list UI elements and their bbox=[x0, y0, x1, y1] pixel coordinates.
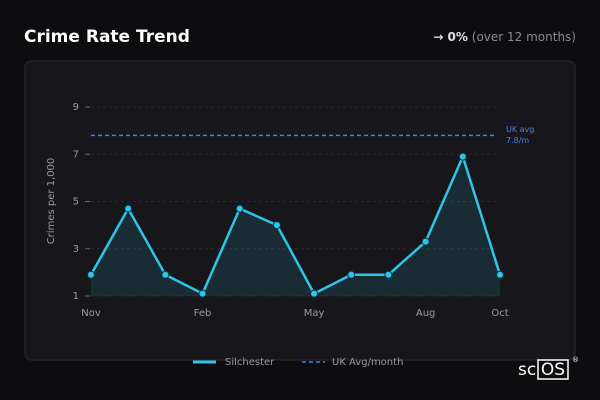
logo-box bbox=[537, 359, 569, 380]
plot: 1 3 5 7 9 Nov Feb May Aug Oct UK avg 7.8/m Silcheste… bbox=[73, 102, 535, 368]
logo-left: sc bbox=[518, 360, 536, 380]
y-tick-label: 9 bbox=[73, 102, 79, 113]
x-tick-label: Feb bbox=[194, 308, 212, 319]
reference-label: UK avg bbox=[506, 125, 534, 134]
change-period: (over 12 months) bbox=[472, 30, 576, 44]
area bbox=[91, 156, 500, 296]
title: Crime Rate Trend bbox=[24, 27, 190, 47]
point bbox=[347, 270, 356, 279]
point bbox=[124, 204, 133, 213]
x-tick-label: Aug bbox=[416, 308, 436, 319]
point bbox=[384, 270, 393, 279]
legend-label: UK Avg/month bbox=[332, 357, 403, 368]
change: → 0% (over 12 months) bbox=[433, 30, 576, 44]
point bbox=[235, 204, 244, 213]
y-axis-label: Crimes per 1,000 bbox=[46, 158, 57, 245]
reference-value-label: 7.8/m bbox=[506, 136, 529, 145]
point bbox=[87, 270, 95, 279]
y-tick-label: 1 bbox=[73, 291, 79, 302]
series-line bbox=[89, 155, 502, 295]
logo-boxed: OS bbox=[541, 360, 565, 380]
point bbox=[272, 221, 281, 230]
point bbox=[310, 289, 319, 298]
legend-label: Silchester bbox=[225, 357, 275, 368]
x-tick-label: May bbox=[304, 308, 325, 319]
x-tick-label: Nov bbox=[81, 308, 101, 319]
point bbox=[161, 270, 170, 279]
point bbox=[421, 237, 430, 246]
point bbox=[198, 289, 207, 298]
y-tick-label: 7 bbox=[73, 149, 79, 160]
point bbox=[496, 270, 504, 279]
x-tick-label: Oct bbox=[491, 308, 508, 319]
point bbox=[458, 152, 467, 161]
y-tick-label: 3 bbox=[73, 244, 79, 255]
change-value: → 0% bbox=[433, 30, 468, 44]
y-tick-label: 5 bbox=[73, 197, 79, 208]
logo-mark: ® bbox=[572, 356, 579, 364]
